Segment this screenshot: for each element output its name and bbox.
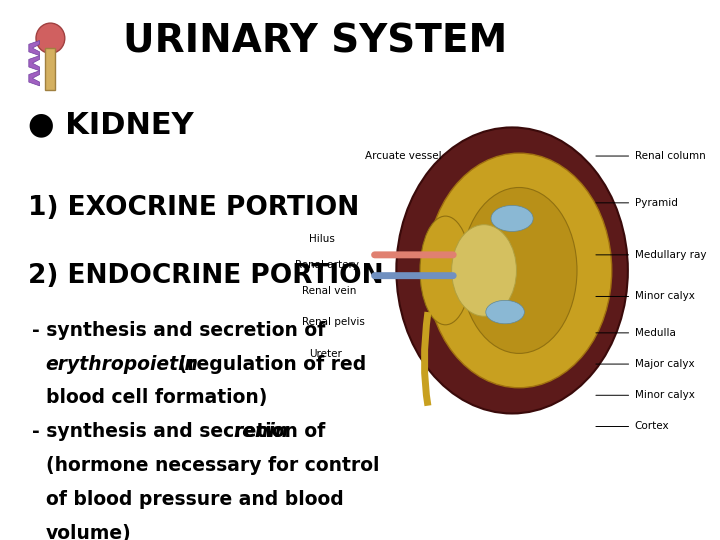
- Text: - synthesis and secretion of: - synthesis and secretion of: [32, 422, 331, 441]
- Text: Minor calyx: Minor calyx: [635, 390, 695, 400]
- Text: volume): volume): [45, 524, 131, 540]
- Text: Renal artery: Renal artery: [294, 260, 359, 270]
- Text: Pyramid: Pyramid: [635, 198, 678, 208]
- Text: Medulla: Medulla: [635, 328, 676, 338]
- Text: Cortex: Cortex: [635, 422, 670, 431]
- Ellipse shape: [462, 187, 577, 353]
- Text: URINARY SYSTEM: URINARY SYSTEM: [123, 23, 507, 60]
- Ellipse shape: [420, 216, 471, 325]
- Text: Arcuate vessel: Arcuate vessel: [365, 151, 441, 161]
- Text: Ureter: Ureter: [309, 349, 341, 359]
- Text: Hilus: Hilus: [309, 234, 335, 244]
- Text: of blood pressure and blood: of blood pressure and blood: [45, 490, 343, 509]
- Text: renin: renin: [233, 422, 289, 441]
- Text: - synthesis and secretion of: - synthesis and secretion of: [32, 321, 325, 340]
- Bar: [45, 48, 55, 90]
- Ellipse shape: [486, 300, 524, 324]
- Text: Renal column: Renal column: [635, 151, 706, 161]
- Text: 2) ENDOCRINE PORTION: 2) ENDOCRINE PORTION: [28, 262, 384, 289]
- Text: (regulation of red: (regulation of red: [172, 355, 366, 374]
- Text: Major calyx: Major calyx: [635, 359, 695, 369]
- Polygon shape: [29, 40, 40, 56]
- Text: (hormone necessary for control: (hormone necessary for control: [45, 456, 379, 475]
- Text: ● KIDNEY: ● KIDNEY: [28, 110, 194, 139]
- Text: Minor calyx: Minor calyx: [635, 292, 695, 301]
- Ellipse shape: [396, 127, 628, 414]
- Polygon shape: [29, 56, 40, 71]
- Polygon shape: [29, 71, 40, 86]
- Text: Renal pelvis: Renal pelvis: [302, 318, 364, 327]
- Ellipse shape: [426, 153, 612, 388]
- Text: Medullary ray: Medullary ray: [635, 250, 706, 260]
- Circle shape: [36, 23, 65, 53]
- Text: 1) EXOCRINE PORTION: 1) EXOCRINE PORTION: [28, 195, 359, 221]
- Text: blood cell formation): blood cell formation): [45, 388, 267, 407]
- Text: erythropoietin: erythropoietin: [45, 355, 199, 374]
- Ellipse shape: [491, 205, 533, 232]
- Ellipse shape: [451, 225, 516, 316]
- Text: Renal vein: Renal vein: [302, 286, 356, 296]
